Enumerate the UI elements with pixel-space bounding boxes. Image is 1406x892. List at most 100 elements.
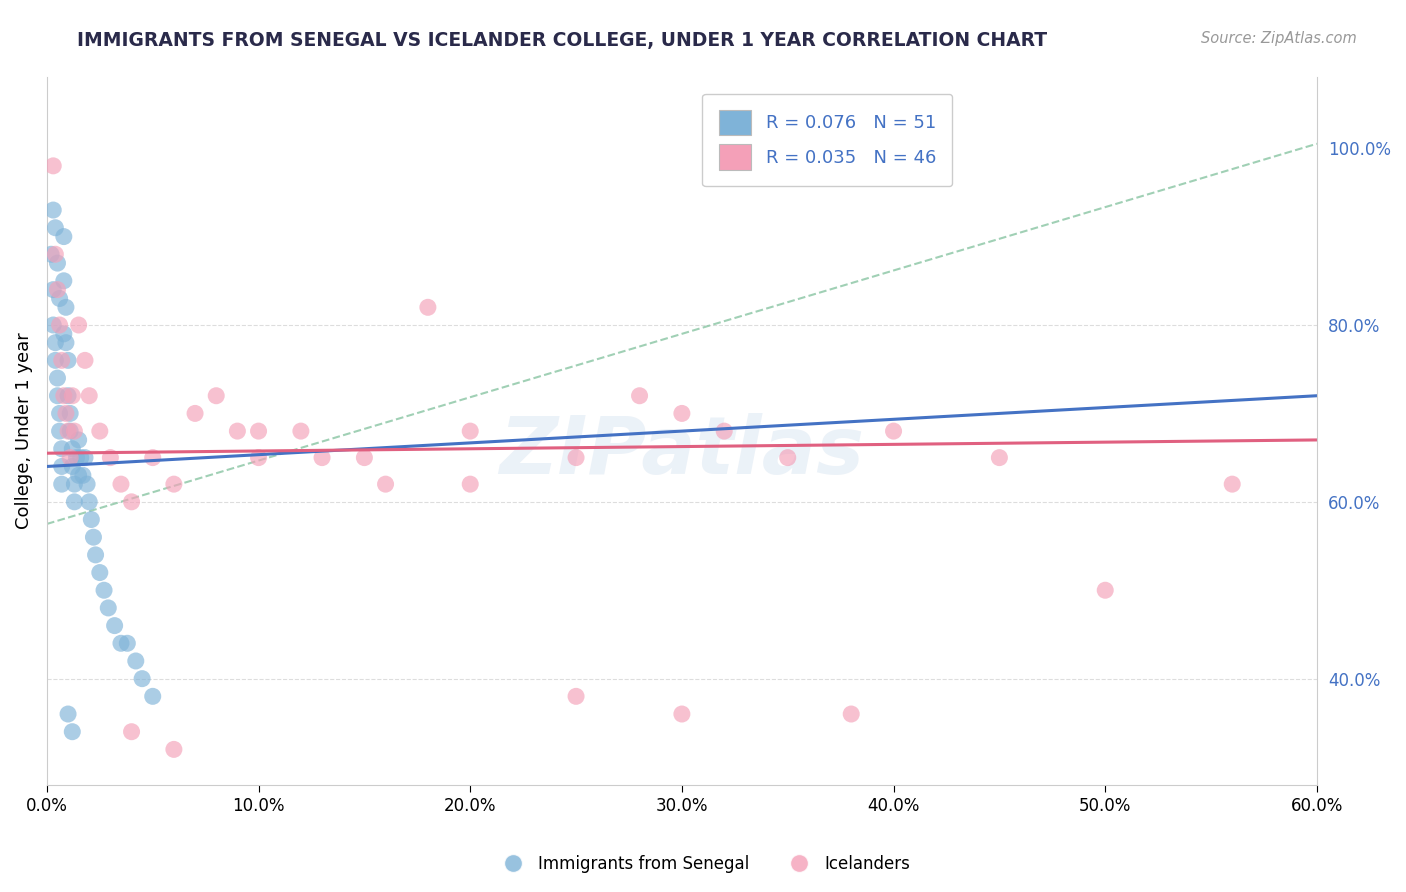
- Point: [1220, 477, 1243, 491]
- Point: [44, 247, 66, 261]
- Point: [416, 301, 439, 315]
- Point: [46, 283, 69, 297]
- Point: [63, 495, 86, 509]
- Point: [48, 318, 70, 332]
- Point: [59, 424, 82, 438]
- Point: [60, 459, 83, 474]
- Point: [374, 477, 396, 491]
- Point: [63, 424, 86, 438]
- Point: [247, 424, 270, 438]
- Point: [48, 424, 70, 438]
- Point: [39, 247, 62, 261]
- Point: [56, 706, 79, 721]
- Point: [77, 389, 100, 403]
- Point: [55, 301, 77, 315]
- Point: [142, 690, 165, 704]
- Point: [110, 636, 132, 650]
- Point: [55, 335, 77, 350]
- Point: [671, 706, 693, 721]
- Point: [44, 335, 66, 350]
- Point: [713, 424, 735, 438]
- Point: [52, 326, 75, 341]
- Point: [51, 459, 73, 474]
- Text: ZIPatlas: ZIPatlas: [499, 413, 865, 491]
- Point: [65, 450, 87, 465]
- Point: [80, 512, 103, 526]
- Point: [51, 353, 73, 368]
- Point: [77, 495, 100, 509]
- Point: [60, 724, 83, 739]
- Point: [121, 724, 143, 739]
- Point: [59, 406, 82, 420]
- Point: [184, 406, 207, 420]
- Point: [458, 477, 481, 491]
- Point: [46, 371, 69, 385]
- Point: [52, 229, 75, 244]
- Point: [1094, 583, 1116, 598]
- Text: IMMIGRANTS FROM SENEGAL VS ICELANDER COLLEGE, UNDER 1 YEAR CORRELATION CHART: IMMIGRANTS FROM SENEGAL VS ICELANDER COL…: [77, 31, 1047, 50]
- Point: [131, 672, 153, 686]
- Point: [82, 530, 104, 544]
- Point: [163, 477, 186, 491]
- Point: [46, 389, 69, 403]
- Point: [311, 450, 333, 465]
- Point: [89, 424, 111, 438]
- Point: [565, 450, 588, 465]
- Point: [69, 450, 91, 465]
- Point: [48, 292, 70, 306]
- Point: [110, 477, 132, 491]
- Point: [48, 406, 70, 420]
- Point: [63, 477, 86, 491]
- Point: [46, 256, 69, 270]
- Point: [60, 442, 83, 456]
- Point: [839, 706, 862, 721]
- Point: [247, 450, 270, 465]
- Point: [42, 283, 65, 297]
- Point: [44, 220, 66, 235]
- Point: [60, 389, 83, 403]
- Point: [104, 618, 127, 632]
- Point: [52, 389, 75, 403]
- Point: [56, 424, 79, 438]
- Point: [89, 566, 111, 580]
- Point: [117, 636, 139, 650]
- Point: [42, 318, 65, 332]
- Point: [121, 495, 143, 509]
- Point: [883, 424, 905, 438]
- Point: [44, 353, 66, 368]
- Point: [52, 274, 75, 288]
- Point: [51, 442, 73, 456]
- Point: [988, 450, 1011, 465]
- Point: [565, 690, 588, 704]
- Point: [205, 389, 228, 403]
- Point: [100, 450, 122, 465]
- Point: [458, 424, 481, 438]
- Point: [59, 450, 82, 465]
- Point: [72, 468, 94, 483]
- Point: [42, 202, 65, 217]
- Point: [671, 406, 693, 420]
- Point: [776, 450, 799, 465]
- Point: [76, 477, 98, 491]
- Point: [67, 318, 90, 332]
- Point: [93, 583, 115, 598]
- Point: [163, 742, 186, 756]
- Point: [73, 450, 96, 465]
- Point: [56, 389, 79, 403]
- Y-axis label: College, Under 1 year: College, Under 1 year: [15, 333, 32, 530]
- Point: [226, 424, 249, 438]
- Point: [353, 450, 375, 465]
- Point: [97, 601, 120, 615]
- Point: [56, 353, 79, 368]
- Point: [73, 353, 96, 368]
- Text: Source: ZipAtlas.com: Source: ZipAtlas.com: [1201, 31, 1357, 46]
- Point: [55, 406, 77, 420]
- Point: [67, 433, 90, 447]
- Point: [51, 477, 73, 491]
- Point: [84, 548, 107, 562]
- Point: [290, 424, 312, 438]
- Point: [42, 159, 65, 173]
- Point: [67, 468, 90, 483]
- Point: [628, 389, 651, 403]
- Legend: Immigrants from Senegal, Icelanders: Immigrants from Senegal, Icelanders: [489, 848, 917, 880]
